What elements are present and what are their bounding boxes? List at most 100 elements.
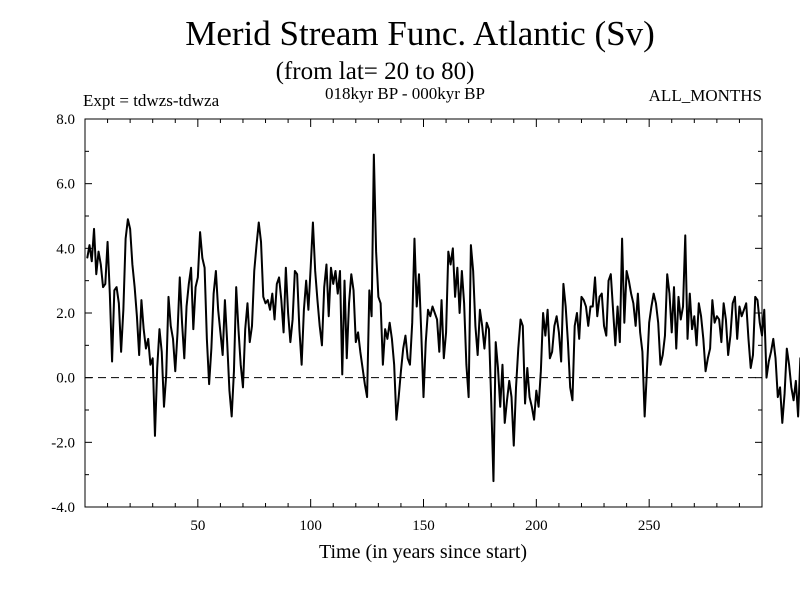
data-point: [680, 318, 682, 321]
data-point: [210, 347, 212, 350]
data-point: [479, 309, 481, 311]
data-point: [253, 270, 255, 272]
data-point: [551, 351, 553, 353]
data-point: [574, 325, 576, 327]
data-point: [285, 267, 287, 269]
data-point: [571, 399, 574, 401]
data-point: [122, 309, 124, 311]
data-point: [560, 360, 562, 363]
data-point: [648, 322, 650, 324]
data-point: [664, 335, 666, 337]
data-point: [440, 299, 443, 301]
data-point: [628, 280, 630, 282]
data-point: [743, 309, 745, 311]
data-point: [312, 221, 314, 224]
data-point: [619, 341, 621, 343]
axis-tick-labels: -4.0 -2.0 0.0 2.0 4.0 6.0 8.0 50 100 150 200 250: [51, 112, 660, 534]
data-point: [646, 370, 648, 372]
data-point: [323, 286, 325, 288]
data-point: [115, 286, 118, 288]
data-point: [431, 305, 434, 308]
data-point: [465, 364, 467, 366]
data-point: [262, 296, 264, 298]
data-point: [736, 338, 738, 340]
data-point: [607, 280, 610, 282]
data-point: [515, 386, 517, 388]
data-point: [188, 283, 190, 285]
data-points: [86, 153, 800, 482]
data-point: [452, 247, 454, 249]
data-point: [732, 302, 734, 304]
data-point: [140, 299, 143, 301]
data-point: [436, 318, 438, 321]
data-point: [411, 322, 413, 324]
data-point: [217, 309, 219, 311]
data-point: [129, 228, 131, 230]
data-point: [576, 312, 578, 314]
data-point: [587, 325, 589, 327]
data-point: [310, 267, 312, 269]
data-point: [524, 402, 526, 405]
data-point: [592, 305, 594, 308]
data-point: [131, 263, 133, 266]
data-point: [161, 351, 163, 353]
y-tick-label: 6.0: [56, 177, 75, 193]
data-point: [517, 347, 519, 350]
data-point: [386, 338, 388, 340]
data-point: [154, 435, 156, 437]
data-point: [508, 380, 510, 382]
data-point: [535, 390, 537, 392]
data-point: [156, 367, 158, 369]
data-point: [134, 286, 136, 288]
data-point: [763, 309, 765, 311]
data-point: [540, 370, 542, 372]
data-point: [102, 286, 104, 288]
data-point: [727, 354, 729, 356]
data-point: [468, 396, 470, 398]
data-point: [723, 302, 725, 304]
data-point: [416, 305, 418, 308]
data-point: [303, 309, 305, 311]
data-point: [544, 335, 546, 337]
data-point: [506, 399, 508, 401]
data-point: [589, 305, 592, 308]
data-point: [637, 293, 639, 295]
data-point: [594, 276, 596, 279]
data-point: [384, 328, 386, 330]
data-point: [720, 341, 722, 343]
data-point: [213, 293, 215, 295]
y-tick-label: 2.0: [56, 306, 75, 322]
data-point: [350, 273, 352, 275]
data-point: [603, 325, 605, 327]
data-point: [343, 280, 346, 282]
y-tick-label: -4.0: [51, 500, 75, 516]
y-tick-label: -2.0: [51, 435, 75, 451]
data-point: [395, 419, 398, 421]
data-point: [792, 399, 795, 401]
data-point: [750, 367, 752, 369]
data-point: [623, 322, 625, 324]
data-point: [113, 289, 115, 291]
data-point: [325, 263, 328, 266]
data-point: [147, 338, 149, 340]
data-point: [190, 267, 192, 269]
data-point: [689, 293, 691, 295]
data-point: [422, 396, 425, 398]
data-point: [197, 276, 199, 279]
data-point: [413, 238, 416, 240]
data-point: [774, 357, 777, 359]
data-point: [368, 289, 370, 291]
data-point: [616, 305, 619, 308]
data-point: [650, 305, 653, 308]
data-point: [470, 244, 472, 246]
data-point: [621, 238, 623, 240]
data-point: [729, 335, 732, 337]
data-point: [389, 322, 391, 324]
data-point: [251, 325, 253, 327]
data-point: [610, 273, 612, 275]
data-point: [765, 377, 768, 379]
data-point: [348, 302, 350, 304]
data-point: [477, 354, 479, 356]
data-point: [145, 347, 147, 350]
data-point: [596, 315, 598, 317]
